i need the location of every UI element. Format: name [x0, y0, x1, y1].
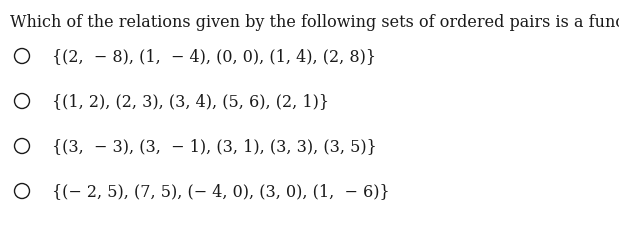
Text: {(2,  − 8), (1,  − 4), (0, 0), (1, 4), (2, 8)}: {(2, − 8), (1, − 4), (0, 0), (1, 4), (2,…: [52, 48, 376, 65]
Text: {(− 2, 5), (7, 5), (− 4, 0), (3, 0), (1,  − 6)}: {(− 2, 5), (7, 5), (− 4, 0), (3, 0), (1,…: [52, 183, 390, 200]
Text: {(3,  − 3), (3,  − 1), (3, 1), (3, 3), (3, 5)}: {(3, − 3), (3, − 1), (3, 1), (3, 3), (3,…: [52, 138, 377, 155]
Text: Which of the relations given by the following sets of ordered pairs is a functio: Which of the relations given by the foll…: [10, 14, 619, 31]
Text: {(1, 2), (2, 3), (3, 4), (5, 6), (2, 1)}: {(1, 2), (2, 3), (3, 4), (5, 6), (2, 1)}: [52, 93, 329, 110]
